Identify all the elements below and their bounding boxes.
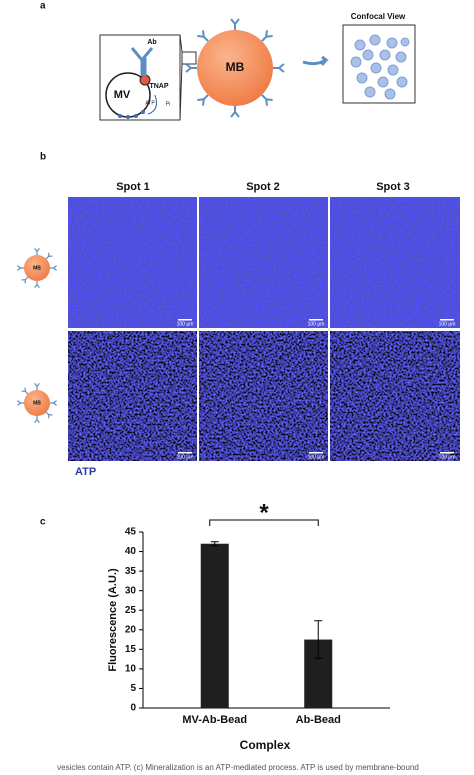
row-icon: MB	[16, 382, 58, 424]
zoom-region	[181, 51, 197, 65]
y-tick-label: 5	[130, 683, 136, 694]
column-label: Spot 2	[246, 181, 280, 193]
view-title: Confocal View	[351, 12, 406, 21]
y-tick-label: 20	[125, 624, 137, 635]
antibody	[130, 47, 154, 76]
scale-label: 100 µm	[439, 321, 456, 327]
significance-bracket	[209, 519, 319, 526]
x-axis-label: Complex	[240, 738, 291, 752]
scale-label: 100 µm	[439, 454, 456, 460]
stain-label: ATP	[75, 466, 96, 478]
y-tick-label: 25	[125, 605, 137, 616]
y-tick-label: 15	[125, 644, 137, 655]
y-tick-label: 35	[125, 566, 137, 577]
x-tick-label: Ab-Bead	[296, 714, 341, 726]
y-tick-label: 0	[130, 703, 136, 714]
column-label: Spot 1	[116, 181, 150, 193]
scale-label: 100 µm	[177, 454, 194, 460]
atp-dots	[118, 110, 145, 119]
view-dots	[350, 34, 410, 100]
panel-label: b	[40, 152, 46, 163]
scale-label: 100 µm	[308, 321, 325, 327]
error-bar	[314, 620, 323, 659]
antibody-label: Ab	[147, 39, 156, 46]
bead	[197, 30, 273, 106]
product-label: Pi	[166, 101, 170, 107]
reaction-arrow	[147, 94, 157, 115]
arrow	[302, 55, 329, 66]
enzyme-label: TNAP	[149, 83, 168, 90]
bar-chart: 0 5 10 15 20 25 30 35 40 45 MV-Ab-Bead Ab-Bead *	[125, 499, 390, 726]
scale-label: 100 µm	[308, 454, 325, 460]
caption: vesicles contain ATP. (c) Mineralization…	[57, 763, 419, 772]
y-tick-label: 30	[125, 585, 137, 596]
panel-label: a	[40, 1, 46, 12]
significance-mark: *	[259, 499, 269, 526]
x-tick-label: MV-Ab-Bead	[182, 714, 247, 726]
y-axis-label: Fluorescence (A.U.)	[107, 568, 119, 672]
bar	[200, 543, 229, 708]
panel-label: c	[40, 517, 46, 528]
scale-label: 100 µm	[177, 321, 194, 327]
y-tick-label: 45	[125, 527, 137, 538]
y-tick-label: 10	[125, 664, 137, 675]
row-icon: MB	[16, 247, 58, 289]
scale-bars: 100 µm 100 µm 100 µm 100 µm 100 µm 100 µ…	[177, 319, 456, 460]
error-bar	[210, 541, 219, 547]
micrographs	[68, 197, 460, 461]
column-label: Spot 3	[376, 181, 410, 193]
y-tick-label: 40	[125, 546, 137, 557]
zoom-lines	[179, 34, 183, 121]
bead-label: MB	[226, 60, 245, 74]
vesicle-label: MV	[114, 89, 131, 101]
bead-label: MB	[33, 265, 41, 271]
substrate-label: ATP	[145, 100, 155, 106]
bead-label: MB	[33, 400, 41, 406]
